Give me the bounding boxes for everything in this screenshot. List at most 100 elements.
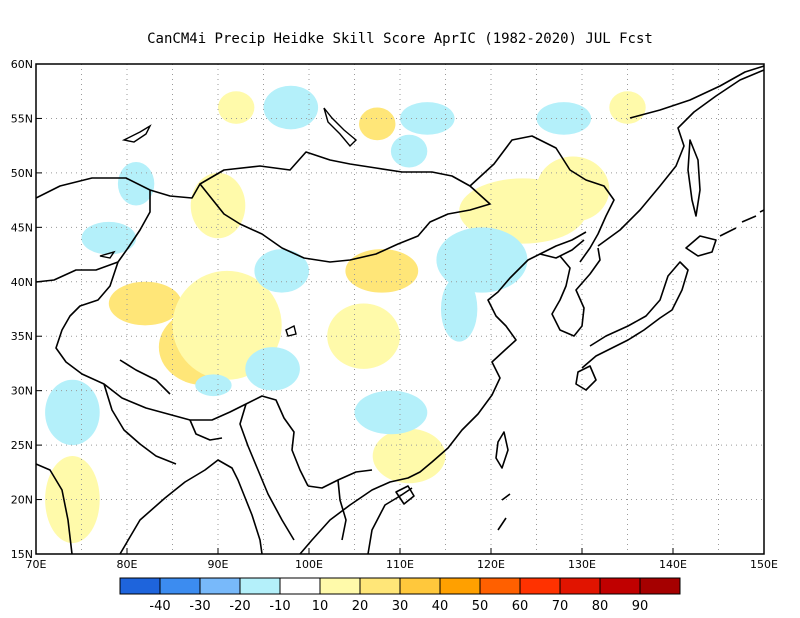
skill-score-patch <box>536 156 610 222</box>
skill-score-patch <box>345 249 419 293</box>
skill-score-patch <box>372 428 446 484</box>
latitude-tick-label: 45N <box>11 221 33 234</box>
colorbar-swatch <box>519 577 561 595</box>
map-panel: 70E 80E 90E 100E 110E 120E 130E 140E 150E 15N 20N… <box>11 58 778 571</box>
bay-of-bengal-coast <box>119 459 263 554</box>
skill-score-patch <box>81 221 137 255</box>
south-china-sea-coast <box>367 487 413 554</box>
colorbar-swatch <box>559 577 601 595</box>
latitude-tick-label: 15N <box>11 548 33 561</box>
latitude-tick-label: 25N <box>11 439 33 452</box>
issyk-kul-lake <box>99 250 116 259</box>
colorbar-swatch <box>279 577 321 595</box>
colorbar-swatch <box>319 577 361 595</box>
latitude-tick-label: 60N <box>11 58 33 71</box>
skill-score-patch <box>359 107 396 141</box>
colorbar-label: 50 <box>472 599 489 614</box>
skill-score-patch <box>245 347 300 391</box>
latitude-tick-label: 50N <box>11 167 33 180</box>
colorbar-label: -10 <box>269 599 290 614</box>
colorbar-swatch <box>239 577 281 595</box>
skill-score-patch <box>45 456 100 544</box>
taiwan-island <box>495 431 509 469</box>
colorbar-label: 20 <box>352 599 369 614</box>
china-west-border <box>55 261 309 487</box>
skill-score-patch <box>218 91 255 124</box>
longitude-tick-label: 100E <box>295 558 323 571</box>
india-west-coast <box>36 463 73 554</box>
colorbar-swatch <box>639 577 681 595</box>
lake-baikal <box>323 107 358 148</box>
colorbar-label: -20 <box>229 599 250 614</box>
longitude-tick-label: 150E <box>750 558 778 571</box>
longitude-tick-label: 80E <box>117 558 138 571</box>
russia-pacific-coast <box>597 69 764 247</box>
south-asia-borders <box>103 359 223 465</box>
latitude-tick-label: 20N <box>11 494 33 507</box>
latitude-tick-label: 35N <box>11 330 33 343</box>
longitude-tick-label: 130E <box>568 558 596 571</box>
indochina-borders <box>239 403 373 541</box>
qinghai-lake <box>285 324 297 337</box>
japan-honshu <box>581 261 689 369</box>
indochina-coast <box>299 239 585 554</box>
colorbar-swatch <box>439 577 481 595</box>
skill-score-patch <box>440 276 478 342</box>
latitude-tick-label: 55N <box>11 112 33 125</box>
longitude-tick-label: 140E <box>659 558 687 571</box>
skill-score-patch <box>400 102 455 135</box>
japan-hokkaido <box>685 235 717 257</box>
skill-score-patch <box>390 134 428 168</box>
colorbar-label: 30 <box>392 599 409 614</box>
skill-score-patch <box>354 390 428 435</box>
philippines-north <box>497 493 511 531</box>
russia-china-border-northeast <box>469 135 615 263</box>
korean-peninsula <box>551 247 601 337</box>
skill-score-patch <box>327 303 400 369</box>
colorbar-label: -40 <box>149 599 170 614</box>
skill-score-patch <box>45 379 100 446</box>
colorbar-swatch <box>479 577 521 595</box>
colorbar-label: 90 <box>632 599 649 614</box>
lakes-and-inland-water <box>99 107 358 337</box>
colorbar-swatch <box>599 577 641 595</box>
skill-score-patch <box>263 85 319 130</box>
latitude-tick-labels: 15N 20N 25N 30N 35N 40N 45N 50N 55N 60N <box>11 58 42 561</box>
kamchatka-coast <box>629 65 764 119</box>
longitude-tick-label: 120E <box>477 558 505 571</box>
hainan-island <box>395 485 415 505</box>
skill-score-patch <box>436 227 528 293</box>
colorbar-label: -30 <box>189 599 210 614</box>
skill-score-patch <box>536 102 592 135</box>
colorbar-label: 40 <box>432 599 449 614</box>
skill-score-patch <box>108 281 182 326</box>
colorbar-label: 80 <box>592 599 609 614</box>
lake-balkhash <box>121 124 152 143</box>
latitude-tick-label: 30N <box>11 385 33 398</box>
colorbar-swatch <box>399 577 441 595</box>
map-title: CanCM4i Precip Heidke Skill Score AprIC … <box>147 31 653 47</box>
colorbar-label: 60 <box>512 599 529 614</box>
skill-score-patch <box>172 270 282 380</box>
colorbar-swatch <box>119 577 161 595</box>
longitude-tick-label: 110E <box>386 558 414 571</box>
skill-score-patch <box>254 249 309 293</box>
longitude-tick-label: 70E <box>26 558 47 571</box>
coastlines-and-borders <box>36 65 764 554</box>
longitude-tick-labels: 70E 80E 90E 100E 110E 120E 130E 140E 150E <box>26 548 778 571</box>
mongolia-border <box>199 151 491 263</box>
colorbar-swatch <box>359 577 401 595</box>
colorbar-label: 10 <box>312 599 329 614</box>
japan-kyushu <box>575 365 597 391</box>
country-borders <box>36 135 615 541</box>
colorbar-label: 70 <box>552 599 569 614</box>
sakhalin-island <box>687 139 701 217</box>
longitude-tick-label: 90E <box>208 558 229 571</box>
colorbar-swatch <box>199 577 241 595</box>
skill-score-patch <box>609 91 646 124</box>
skill-score-patch <box>195 374 232 397</box>
latitude-tick-label: 40N <box>11 276 33 289</box>
colorbar-legend: -40 -30 -20 -10 10 20 30 40 50 60 70 80 90 <box>119 577 681 614</box>
colorbar-swatch <box>159 577 201 595</box>
